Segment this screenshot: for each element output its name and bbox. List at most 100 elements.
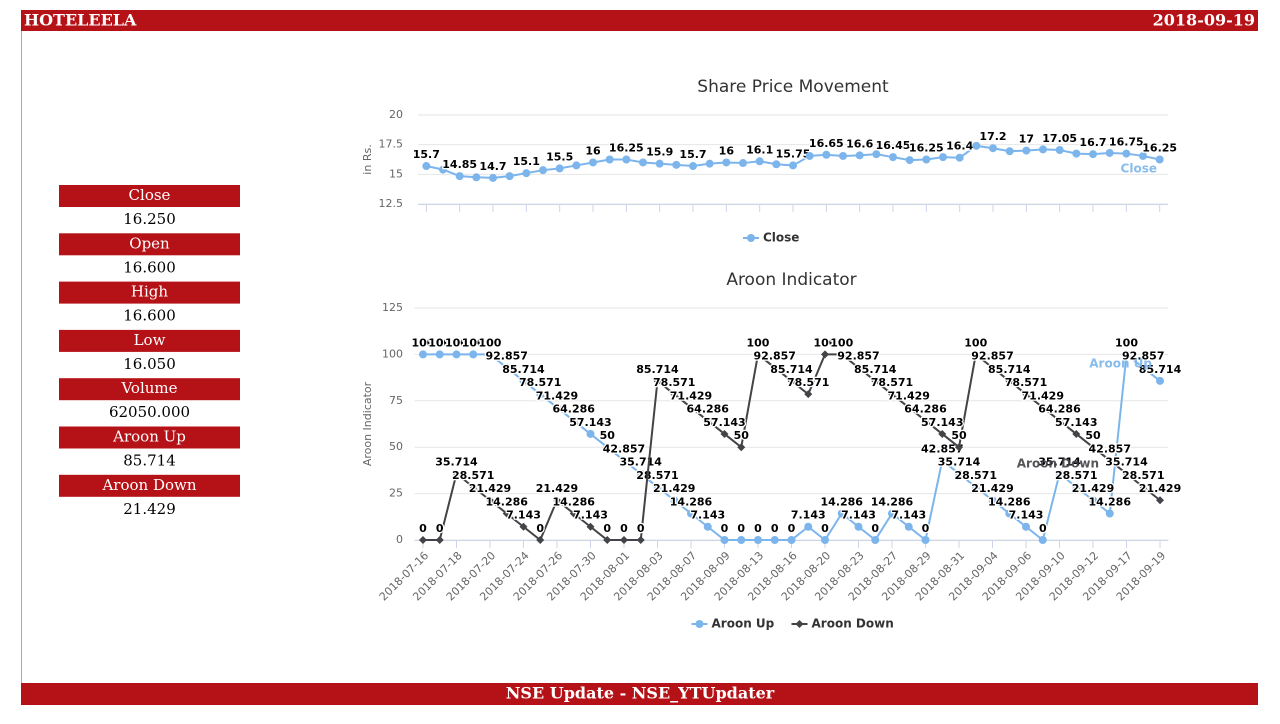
- point: [603, 443, 612, 452]
- point: [938, 456, 947, 465]
- data-label: 71.429: [670, 389, 712, 402]
- point: [686, 509, 695, 518]
- point: [452, 350, 461, 359]
- stat-label: Volume: [120, 379, 177, 397]
- data-label: 100: [1115, 336, 1138, 349]
- data-label: 0: [922, 522, 930, 535]
- point: [1139, 363, 1148, 372]
- data-label: 35.714: [435, 456, 478, 469]
- point: [502, 509, 511, 518]
- data-label: 0: [436, 522, 444, 535]
- point: [922, 155, 931, 164]
- point: [672, 160, 681, 169]
- point: [1055, 146, 1064, 155]
- point: [689, 162, 697, 171]
- point: [586, 522, 595, 531]
- point: [955, 153, 964, 162]
- legend-marker: [695, 620, 704, 628]
- data-label: 0: [637, 522, 645, 535]
- point: [1072, 429, 1081, 438]
- data-label: 14.7: [479, 160, 506, 173]
- footer-text: NSE Update - NSE_YTUpdater: [506, 684, 775, 703]
- stat-label-box: [59, 426, 240, 449]
- point: [1122, 149, 1131, 158]
- legend-label: Close: [763, 231, 799, 245]
- data-label: 85.714: [1139, 363, 1182, 376]
- point: [418, 536, 427, 544]
- point: [1038, 403, 1047, 412]
- point: [418, 350, 427, 359]
- point: [1105, 148, 1114, 157]
- point: [722, 158, 731, 167]
- point: [955, 469, 964, 478]
- point: [871, 376, 880, 385]
- data-label: 14.286: [988, 495, 1031, 508]
- point: [705, 159, 714, 168]
- point: [455, 172, 464, 181]
- point: [1089, 496, 1098, 505]
- point: [519, 376, 528, 385]
- point: [805, 151, 814, 160]
- data-label: 78.571: [1005, 376, 1047, 389]
- point: [804, 390, 813, 399]
- data-label: 0: [1039, 522, 1047, 535]
- point: [971, 350, 980, 359]
- point: [435, 350, 444, 359]
- data-label: 35.714: [938, 456, 981, 469]
- data-label: 78.571: [519, 376, 561, 389]
- point: [753, 536, 762, 544]
- point: [670, 390, 679, 399]
- point: [1038, 536, 1047, 544]
- data-label: 16.75: [1109, 136, 1144, 149]
- data-label: 0: [754, 522, 762, 535]
- data-label: 50: [951, 429, 967, 442]
- point: [888, 509, 897, 518]
- point: [720, 429, 729, 438]
- point: [586, 429, 595, 438]
- stat-value: 16.250: [123, 210, 176, 228]
- data-label: 16.45: [876, 139, 911, 152]
- point: [720, 536, 729, 544]
- stat-value: 16.050: [123, 355, 176, 373]
- point: [572, 161, 581, 170]
- data-label: 85.714: [854, 363, 897, 376]
- header-bar: [21, 10, 1258, 31]
- legend-label: Aroon Down: [812, 617, 894, 631]
- y-axis-title: in Rs.: [361, 144, 374, 174]
- stat-label: High: [131, 283, 168, 301]
- point: [955, 443, 964, 452]
- data-label: 42.857: [603, 442, 645, 455]
- data-label: 85.714: [770, 363, 813, 376]
- header-date: 2018-09-19: [1153, 11, 1255, 30]
- point: [972, 141, 981, 150]
- stat-value: 21.429: [123, 500, 176, 518]
- point: [1039, 145, 1047, 154]
- point: [536, 536, 545, 544]
- data-label: 16.65: [809, 137, 844, 150]
- point: [636, 469, 645, 478]
- data-label: 15.7: [413, 148, 440, 161]
- point: [589, 158, 597, 167]
- data-label: 21.429: [971, 482, 1013, 495]
- y-tick-label: 50: [389, 440, 403, 453]
- point: [804, 522, 813, 531]
- series-label: Aroon Up: [1089, 357, 1152, 371]
- point: [1156, 496, 1165, 505]
- data-label: 100: [964, 336, 987, 349]
- stat-label: Aroon Down: [101, 476, 196, 494]
- y-tick-label: 25: [389, 487, 403, 500]
- data-label: 50: [1085, 429, 1101, 442]
- stat-label: Aroon Up: [112, 428, 186, 446]
- point: [1072, 149, 1081, 158]
- stat-label-box: [59, 185, 240, 207]
- point: [653, 482, 662, 491]
- data-label: 0: [536, 522, 544, 535]
- data-label: 16: [585, 144, 601, 157]
- data-label: 7.143: [1009, 509, 1044, 522]
- data-label: 100: [462, 336, 485, 349]
- data-label: 0: [737, 522, 745, 535]
- point: [485, 496, 494, 505]
- data-label: 21.429: [1139, 482, 1181, 495]
- data-label: 57.143: [569, 416, 611, 429]
- data-label: 57.143: [1055, 416, 1097, 429]
